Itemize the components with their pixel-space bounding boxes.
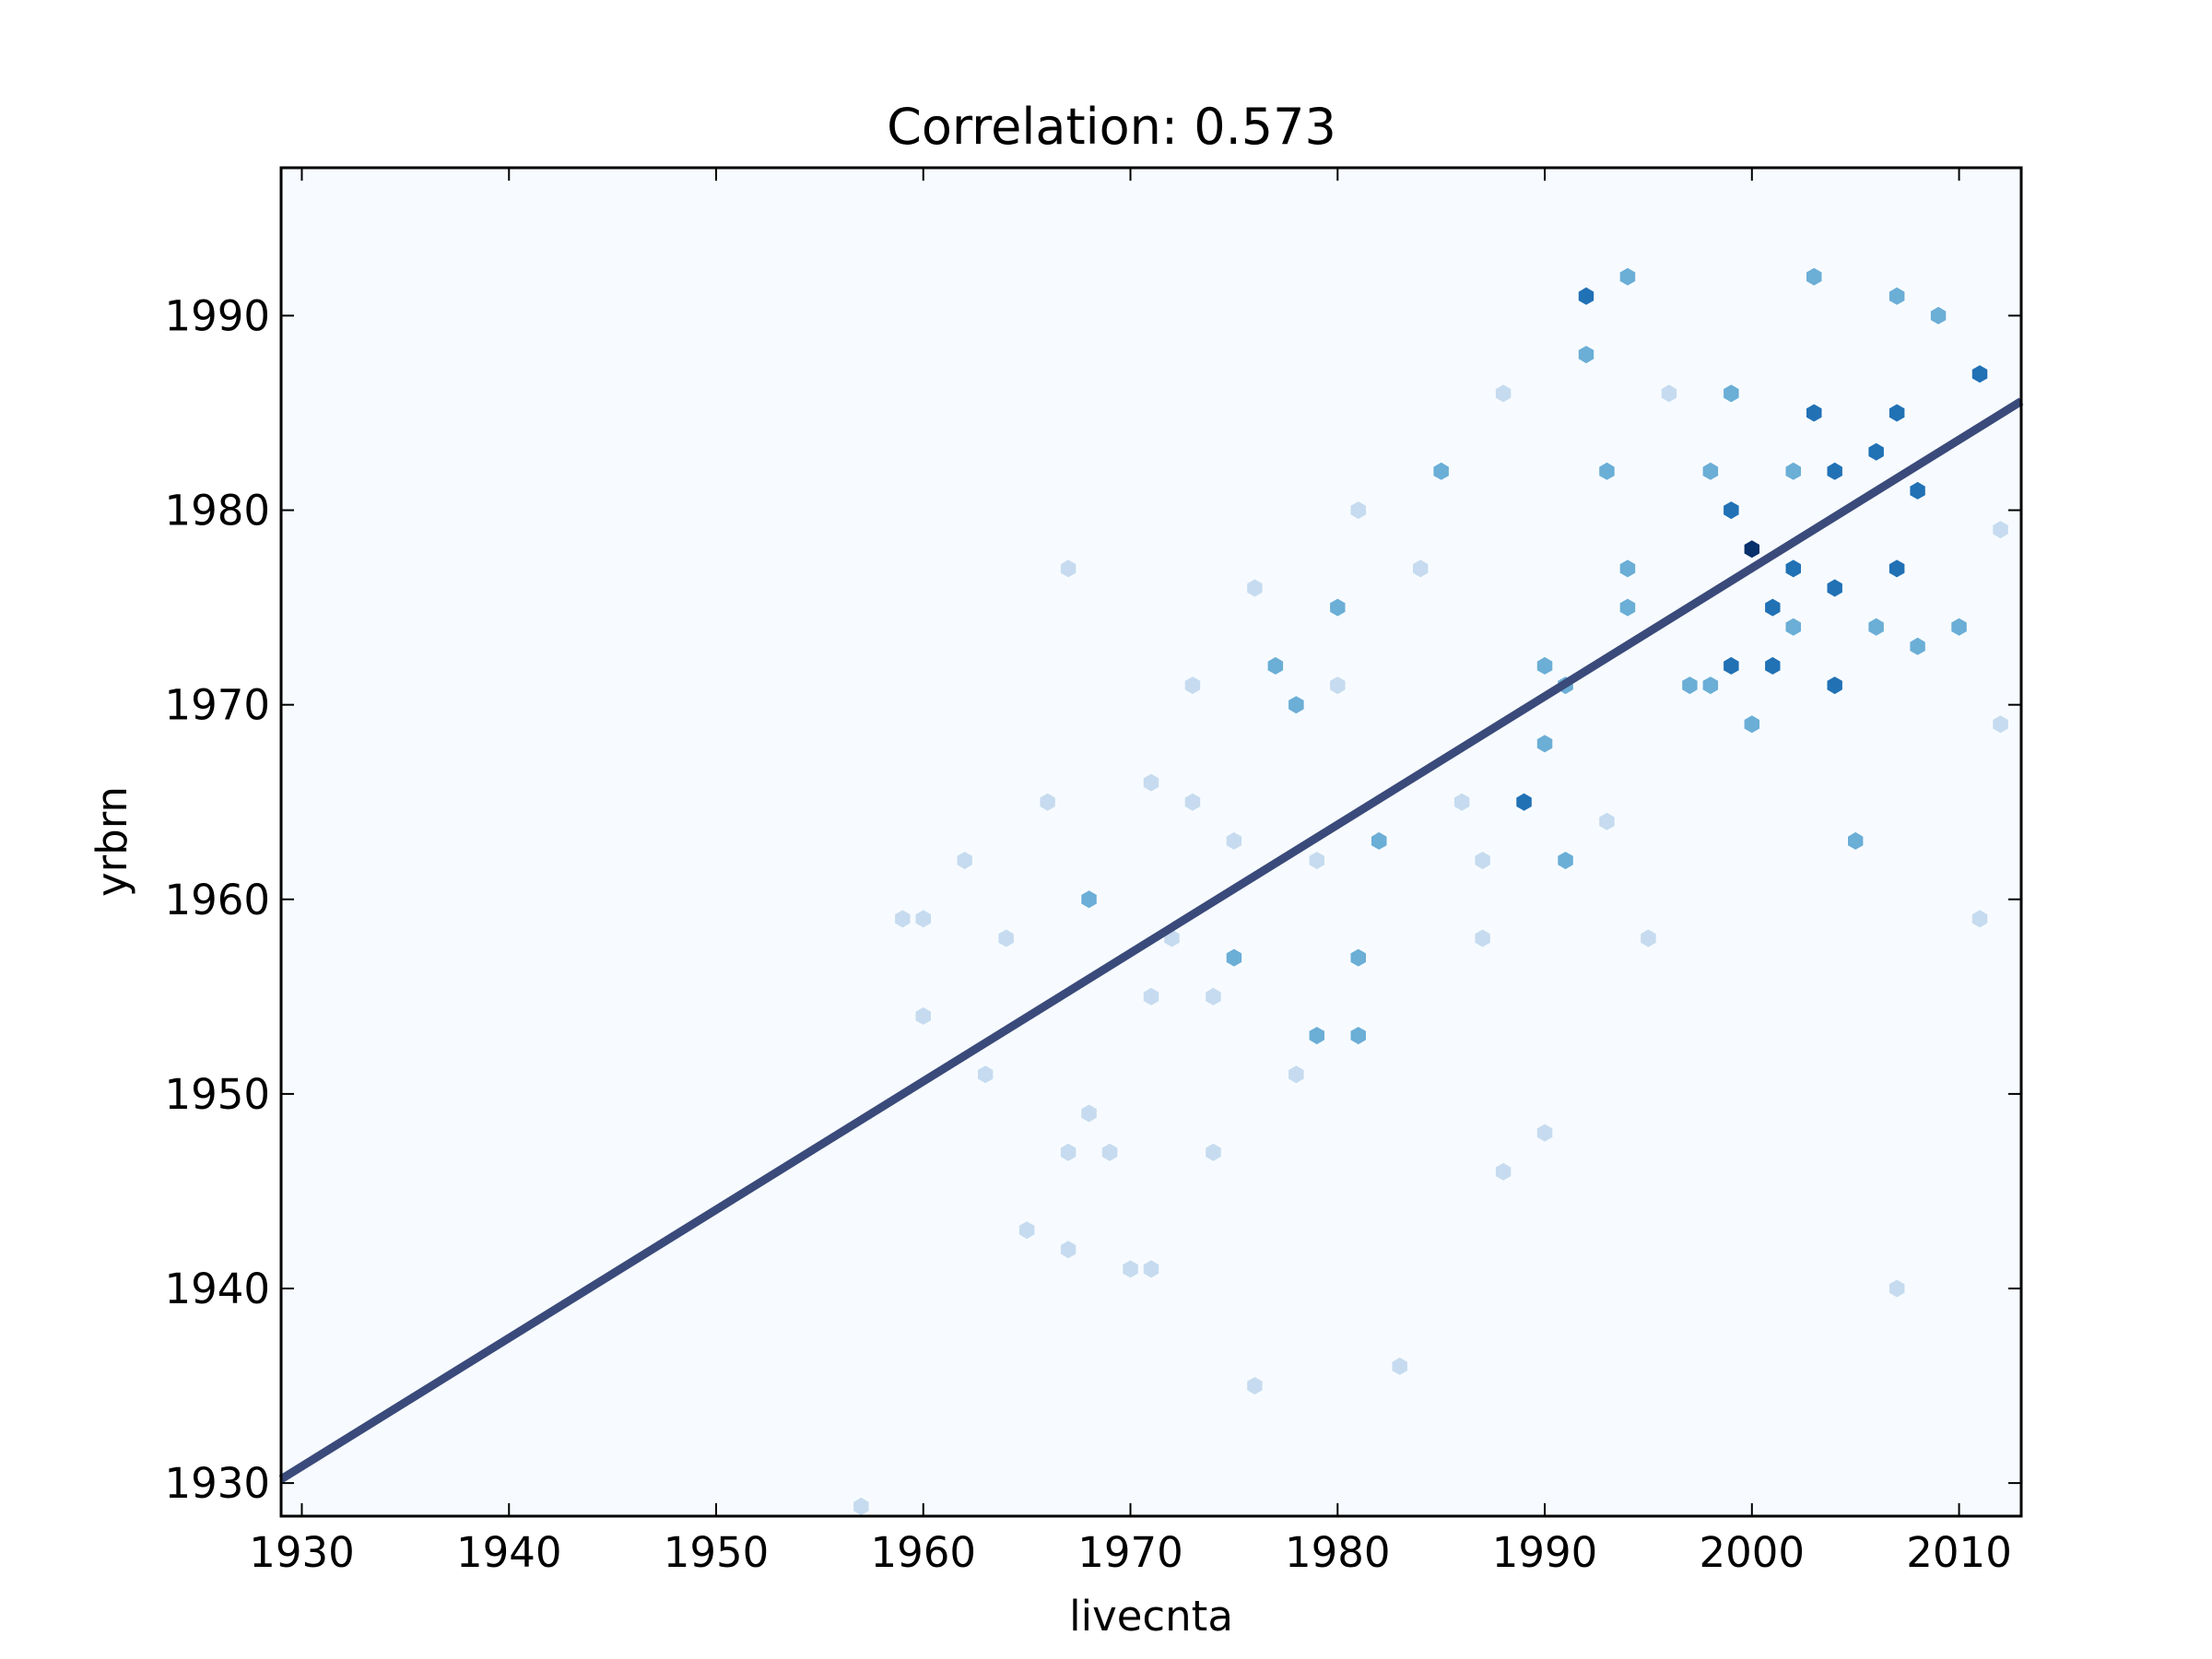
x-tick-label: 1940: [456, 1528, 562, 1577]
y-tick-label: 1970: [164, 681, 270, 730]
x-tick-label: 1950: [664, 1528, 770, 1577]
y-axis-label: yrbrn: [88, 786, 136, 897]
x-tick-label: 2000: [1700, 1528, 1806, 1577]
x-tick-label: 2010: [1906, 1528, 2012, 1577]
y-tick-label: 1940: [164, 1265, 270, 1313]
x-tick-label: 1980: [1285, 1528, 1391, 1577]
x-axis-label: livecnta: [1069, 1592, 1233, 1641]
y-tick-label: 1930: [164, 1459, 270, 1508]
plot-area: [281, 168, 2021, 1516]
y-tick-label: 1960: [164, 876, 270, 924]
chart-title: Correlation: 0.573: [887, 98, 1336, 156]
x-tick-label: 1970: [1077, 1528, 1183, 1577]
x-tick-label: 1960: [870, 1528, 976, 1577]
y-tick-label: 1990: [164, 291, 270, 340]
y-tick-label: 1950: [164, 1070, 270, 1119]
x-tick-label: 1930: [249, 1528, 355, 1577]
x-tick-label: 1990: [1492, 1528, 1598, 1577]
y-tick-label: 1980: [164, 487, 270, 535]
